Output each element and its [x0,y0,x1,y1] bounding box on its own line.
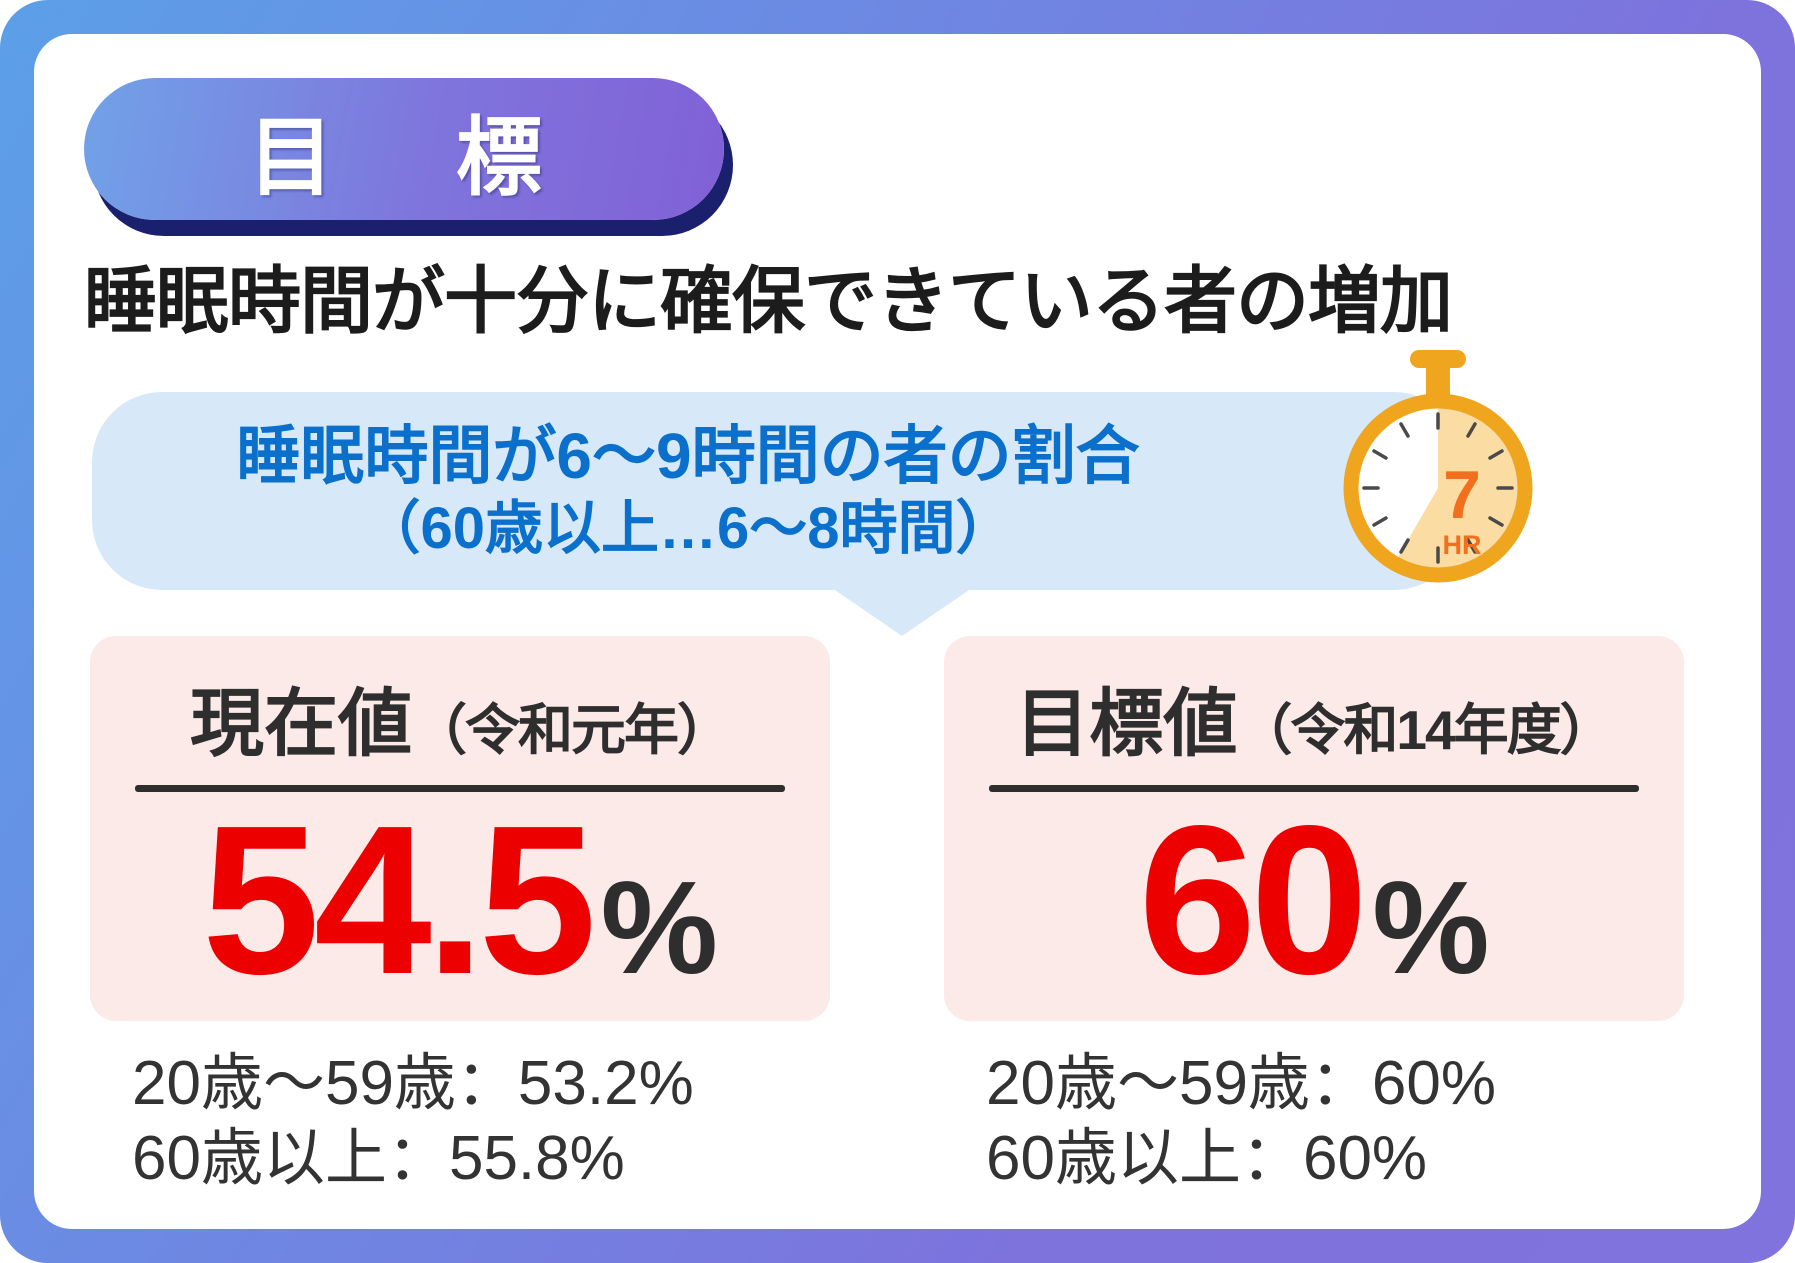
current-value-label: 現在値 [189,682,412,766]
current-heading-underline [135,785,785,793]
current-breakdown-line-1: 20歳～59歳：53.2% [132,1049,694,1119]
stats-row: 現在値 （令和元年） 54.5 % 20歳～59歳：53.2% 60歳以上：55… [90,636,1711,1196]
current-value-section: 現在値 （令和元年） 54.5 % 20歳～59歳：53.2% 60歳以上：55… [90,636,830,1196]
target-breakdown: 20歳～59歳：60% 60歳以上：60% [986,1047,1684,1196]
target-value-label: 目標値 [1015,682,1238,766]
target-value-section: 目標値 （令和14年度） 60 % 20歳～59歳：60% 60歳以上：60% [944,636,1684,1196]
clock-tick-marks [1362,412,1514,565]
clock-unit-label: HR [1443,530,1482,560]
target-value-number: 60 [1138,781,1368,1019]
current-breakdown-line-2: 60歳以上：55.8% [132,1123,625,1193]
target-heading-underline [989,785,1639,793]
target-breakdown-line-1: 20歳～59歳：60% [986,1049,1497,1119]
target-value-period: （令和14年度） [1237,699,1614,762]
stopwatch-icon: 7 HR [1343,350,1533,583]
definition-text: 睡眠時間が6～9時間の者の割合 （60歳以上…6～8時間） [236,419,1319,563]
goal-badge: 目 標 [84,78,724,220]
definition-callout: 睡眠時間が6～9時間の者の割合 （60歳以上…6～8時間） [92,350,1533,637]
target-value-card: 目標値 （令和14年度） 60 % [944,636,1684,1022]
target-value-heading: 目標値 （令和14年度） [944,664,1684,771]
target-value-unit: % [1372,854,1490,1002]
goal-badge-label: 目 標 [248,109,560,206]
definition-line-2: （60歳以上…6～8時間） [362,495,1014,561]
page-title: 睡眠時間が十分に確保できている者の増加 [84,261,1453,342]
target-breakdown-line-2: 60歳以上：60% [986,1123,1428,1193]
current-value-card: 現在値 （令和元年） 54.5 % [90,636,830,1022]
definition-line-1: 睡眠時間が6～9時間の者の割合 [236,420,1140,493]
current-value-number: 54.5 [202,781,597,1019]
clock-hours-label: 7 [1443,457,1481,533]
current-value-unit: % [600,854,718,1002]
current-value-period: （令和元年） [411,699,732,762]
content-panel: 目 標 睡眠時間が十分に確保できている者の増加 睡眠時間が6～9時間の者の割合 … [34,34,1761,1229]
current-value-heading: 現在値 （令和元年） [90,664,830,771]
target-value-figure: 60 % [944,794,1684,1006]
callout-tail [832,588,972,637]
current-breakdown: 20歳～59歳：53.2% 60歳以上：55.8% [132,1047,830,1196]
current-value-figure: 54.5 % [90,794,830,1006]
